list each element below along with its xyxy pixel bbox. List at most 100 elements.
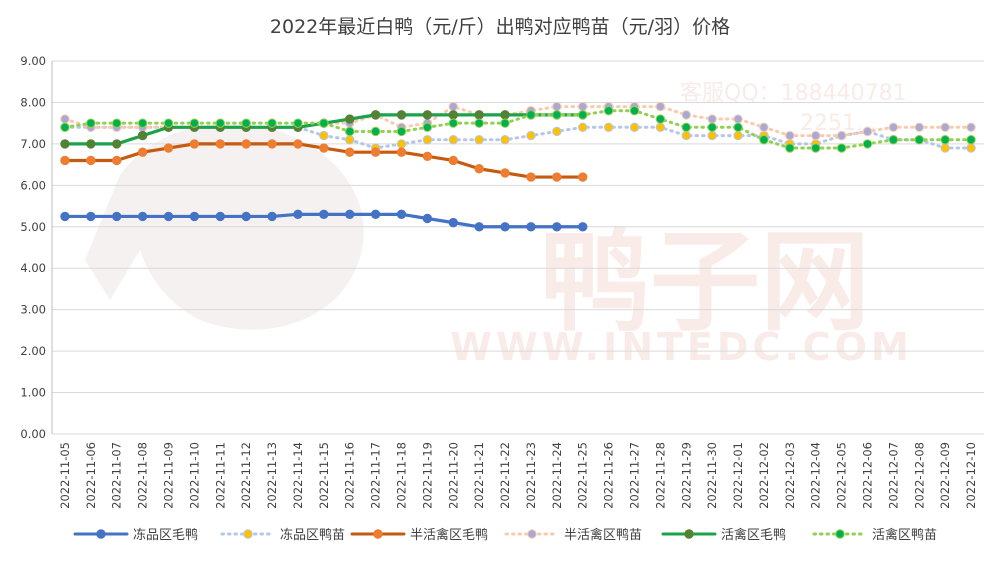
- data-point: [811, 143, 821, 153]
- data-point: [215, 118, 225, 128]
- data-point: [370, 126, 381, 137]
- data-point: [785, 143, 795, 153]
- data-point: [500, 135, 510, 145]
- data-point: [785, 130, 795, 141]
- data-point: [966, 135, 976, 145]
- x-tick-label: 2022-11-17: [369, 442, 383, 509]
- chart-title: 2022年最近白鸭（元/斤）出鸭对应鸭苗（元/羽）价格: [270, 16, 730, 38]
- data-point: [86, 118, 96, 128]
- series-0: [60, 209, 588, 232]
- data-point: [293, 118, 303, 128]
- legend-item: 冻品区鸭苗: [220, 527, 345, 543]
- data-point: [137, 147, 148, 157]
- data-point: [888, 122, 899, 133]
- data-point: [629, 106, 640, 116]
- x-tick-label: 2022-11-06: [84, 442, 98, 509]
- y-tick-label: 5.00: [20, 220, 46, 234]
- x-tick-label: 2022-11-15: [317, 442, 331, 509]
- data-point: [888, 135, 899, 145]
- data-point: [422, 110, 433, 120]
- data-point: [163, 211, 174, 222]
- data-point: [474, 118, 484, 128]
- legend-swatch-marker: [96, 529, 106, 539]
- data-point: [448, 110, 458, 120]
- data-point: [163, 118, 174, 128]
- x-tick-label: 2022-11-20: [446, 442, 460, 509]
- watermark-contact-1: 客服QQ：188440781: [680, 81, 907, 106]
- data-point: [603, 106, 614, 116]
- data-point: [422, 135, 433, 145]
- data-point: [267, 211, 277, 222]
- data-point: [474, 164, 484, 174]
- data-point: [370, 147, 381, 157]
- legend-swatch-marker: [835, 529, 845, 539]
- data-point: [578, 172, 588, 182]
- data-point: [448, 217, 458, 228]
- legend-swatch-marker: [373, 529, 383, 539]
- watermark-brand: 鸭子网: [540, 218, 870, 346]
- data-point: [552, 101, 562, 112]
- data-point: [396, 126, 407, 137]
- x-tick-label: 2022-12-01: [731, 442, 745, 509]
- x-tick-label: 2022-11-11: [213, 442, 227, 509]
- data-point: [267, 118, 277, 128]
- data-point: [345, 135, 355, 145]
- data-point: [345, 114, 355, 124]
- x-tick-label: 2022-11-24: [550, 442, 564, 509]
- data-point: [60, 211, 70, 222]
- legend-label: 活禽区毛鸭: [721, 527, 786, 543]
- data-point: [474, 110, 484, 120]
- data-point: [448, 118, 458, 128]
- data-point: [422, 122, 433, 133]
- data-point: [422, 213, 433, 224]
- data-point: [396, 139, 407, 149]
- data-point: [345, 126, 355, 137]
- data-point: [629, 122, 640, 133]
- data-point: [500, 168, 510, 178]
- y-tick-label: 3.00: [20, 303, 46, 317]
- data-point: [293, 139, 303, 149]
- x-tick-label: 2022-12-10: [964, 442, 978, 509]
- data-point: [267, 139, 277, 149]
- legend-item: 半活禽区毛鸭: [350, 527, 488, 543]
- data-point: [578, 222, 588, 232]
- x-tick-label: 2022-11-13: [265, 442, 279, 509]
- legend-label: 半活禽区毛鸭: [410, 527, 488, 543]
- x-tick-label: 2022-11-08: [136, 442, 150, 509]
- data-point: [526, 172, 536, 182]
- data-point: [474, 135, 484, 145]
- x-tick-label: 2022-11-30: [705, 442, 719, 509]
- watermark-url: WWW.INTEDC.COM: [450, 325, 913, 369]
- data-point: [319, 143, 329, 153]
- data-point: [707, 130, 717, 141]
- y-axis-ticks: 0.00 1.00 2.00 3.00 4.00 5.00 6.00 7.00 8.00 9.00: [20, 54, 46, 441]
- data-point: [759, 135, 769, 145]
- x-tick-label: 2022-11-21: [472, 442, 486, 509]
- data-point: [500, 118, 510, 128]
- x-tick-label: 2022-11-25: [576, 442, 590, 509]
- data-point: [241, 139, 251, 149]
- series-layer: [60, 101, 976, 232]
- x-tick-label: 2022-11-05: [58, 442, 72, 509]
- data-point: [448, 101, 458, 112]
- data-point: [552, 172, 562, 182]
- y-tick-label: 9.00: [20, 54, 46, 68]
- data-point: [500, 110, 510, 120]
- data-point: [137, 130, 148, 141]
- x-tick-label: 2022-12-08: [912, 442, 926, 509]
- legend-item: 冻品区毛鸭: [73, 527, 198, 543]
- data-point: [370, 209, 381, 220]
- x-tick-label: 2022-11-27: [628, 442, 642, 509]
- data-point: [578, 110, 588, 120]
- data-point: [836, 143, 847, 153]
- data-point: [345, 147, 355, 157]
- x-tick-label: 2022-11-14: [291, 442, 305, 509]
- x-tick-label: 2022-11-10: [187, 442, 201, 509]
- y-tick-label: 6.00: [20, 178, 46, 192]
- data-point: [396, 209, 407, 220]
- legend-item: 活禽区鸭苗: [812, 527, 937, 543]
- data-point: [189, 118, 200, 128]
- data-point: [733, 130, 743, 141]
- x-tick-label: 2022-12-06: [861, 442, 875, 509]
